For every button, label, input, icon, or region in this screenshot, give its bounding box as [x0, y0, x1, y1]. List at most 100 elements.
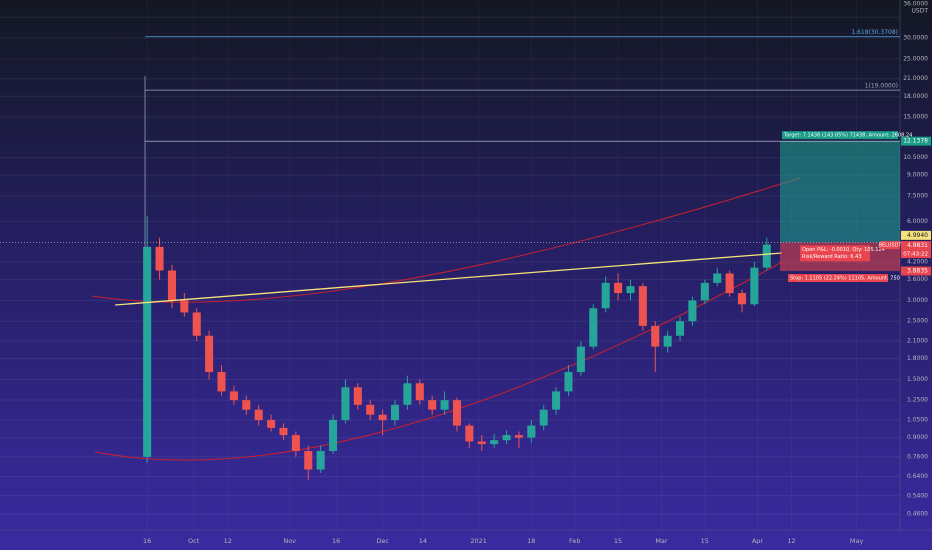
y-tick-label: 1.0500 [907, 417, 928, 424]
price-badge [901, 230, 931, 240]
position-tool: 1.618(30.3708) 1(19.0000) Target: 7.1438 (… [0, 29, 931, 283]
candle-body [378, 414, 387, 421]
y-tick-label: 1.5000 [907, 376, 928, 383]
candle-body [576, 346, 585, 373]
candle-body [353, 387, 362, 405]
candle-body [291, 435, 300, 452]
x-tick-label: 2021 [470, 537, 487, 545]
candle-body [663, 335, 672, 347]
candle-body [465, 425, 474, 442]
y-tick-label: 7.5000 [907, 193, 928, 200]
y-tick-label: 3.0000 [907, 297, 928, 304]
price-badge [901, 136, 931, 146]
candle-body [192, 312, 201, 336]
candles [143, 215, 771, 481]
candle-body [514, 435, 523, 438]
y-tick-label: 1.2500 [907, 397, 928, 404]
y-tick-label: 9.0000 [907, 172, 928, 179]
candle-body [750, 267, 759, 305]
candle-body [329, 420, 338, 452]
y-tick-label: 6.0000 [907, 218, 928, 225]
x-tick-label: Mar [655, 537, 668, 545]
x-tick-label: Oct [188, 537, 200, 545]
candle-body [428, 400, 437, 410]
price-badge-label: 3.8835 [907, 268, 928, 275]
price-top-label: 36.0000 [903, 1, 928, 8]
candle-body [614, 282, 623, 294]
candle-body [155, 246, 164, 271]
candle-body [700, 282, 709, 301]
candle-body [267, 420, 276, 428]
price-badge-label: 4.9831 [907, 242, 928, 249]
candle-body [564, 372, 573, 392]
candle-body [651, 325, 660, 347]
y-tick-label: 0.4600 [907, 511, 928, 518]
stop-label-bg [788, 274, 888, 283]
x-tick-label: Apr [752, 537, 764, 545]
price-badge-label: 12.1378 [903, 138, 928, 145]
candle-body [452, 400, 461, 426]
candle-body [502, 435, 511, 441]
candle-body [440, 400, 449, 410]
candle-body [601, 282, 610, 309]
candle-body [762, 244, 771, 268]
candle-body [304, 451, 313, 470]
candle-body [316, 451, 325, 470]
x-tick-label: 12 [224, 537, 232, 545]
x-tick-label: May [850, 537, 864, 545]
candle-body [217, 372, 226, 392]
target-label-bg [782, 131, 898, 140]
candle-body [713, 273, 722, 283]
candle-body [390, 404, 400, 421]
x-tick-label: 18 [527, 537, 535, 545]
y-tick-label: 0.6400 [907, 473, 928, 480]
x-tick-label: Nov [283, 537, 296, 545]
y-tick-label: 2.5000 [907, 318, 928, 325]
symbol-bg [880, 241, 900, 250]
candle-body [539, 409, 548, 426]
candle-body [490, 440, 499, 445]
candle-body [143, 246, 152, 457]
rr-text: Risk/Reward Ratio: 6.43 [802, 254, 862, 260]
y-tick-label: 3.6000 [907, 276, 928, 283]
candle-body [229, 391, 238, 401]
y-tick-label: 30.0000 [903, 35, 928, 42]
y-tick-label: 4.2000 [907, 259, 928, 266]
candle-body [366, 404, 375, 415]
y-tick-label: 0.9000 [907, 434, 928, 441]
candle-body [676, 321, 685, 336]
y-tick-label: 2.1000 [907, 338, 928, 345]
candle-body [242, 400, 251, 410]
y-tick-label: 0.5400 [907, 492, 928, 499]
currency-label: USDT [912, 8, 929, 15]
x-tick-label: 12 [787, 537, 795, 545]
candle-body [205, 335, 214, 373]
symbol-label: BELUSDT [879, 243, 903, 249]
rounding-arc-lower [94, 261, 783, 461]
candle-body [737, 293, 747, 305]
x-tick-label: Feb [569, 537, 581, 545]
trend-line [114, 252, 783, 306]
target-zone [780, 141, 900, 243]
candle-body [254, 409, 263, 421]
y-tick-label: 21.0000 [903, 75, 928, 82]
y-tick-label: 0.7600 [907, 453, 928, 460]
x-tick-label: 16 [143, 537, 151, 545]
price-badge-label: 4.9940 [907, 232, 928, 239]
fib-label: 1.618(30.3708) [851, 29, 898, 36]
y-tick-label: 25.0000 [903, 55, 928, 62]
y-tick-label: 1.8000 [907, 355, 928, 362]
candle-body [552, 391, 561, 410]
candle-body [403, 383, 412, 405]
candle-body [626, 286, 635, 294]
x-tick-label: 14 [419, 537, 427, 545]
y-tick-label: 18.0000 [903, 93, 928, 100]
candle-body [180, 300, 189, 313]
candle-body [341, 387, 350, 421]
candle-body [415, 383, 424, 401]
pnl-text: Open P&L: -0.0010, Qty: 105.124 [802, 247, 885, 253]
y-tick-label: 15.0000 [903, 114, 928, 121]
x-tick-label: Dec [376, 537, 389, 545]
